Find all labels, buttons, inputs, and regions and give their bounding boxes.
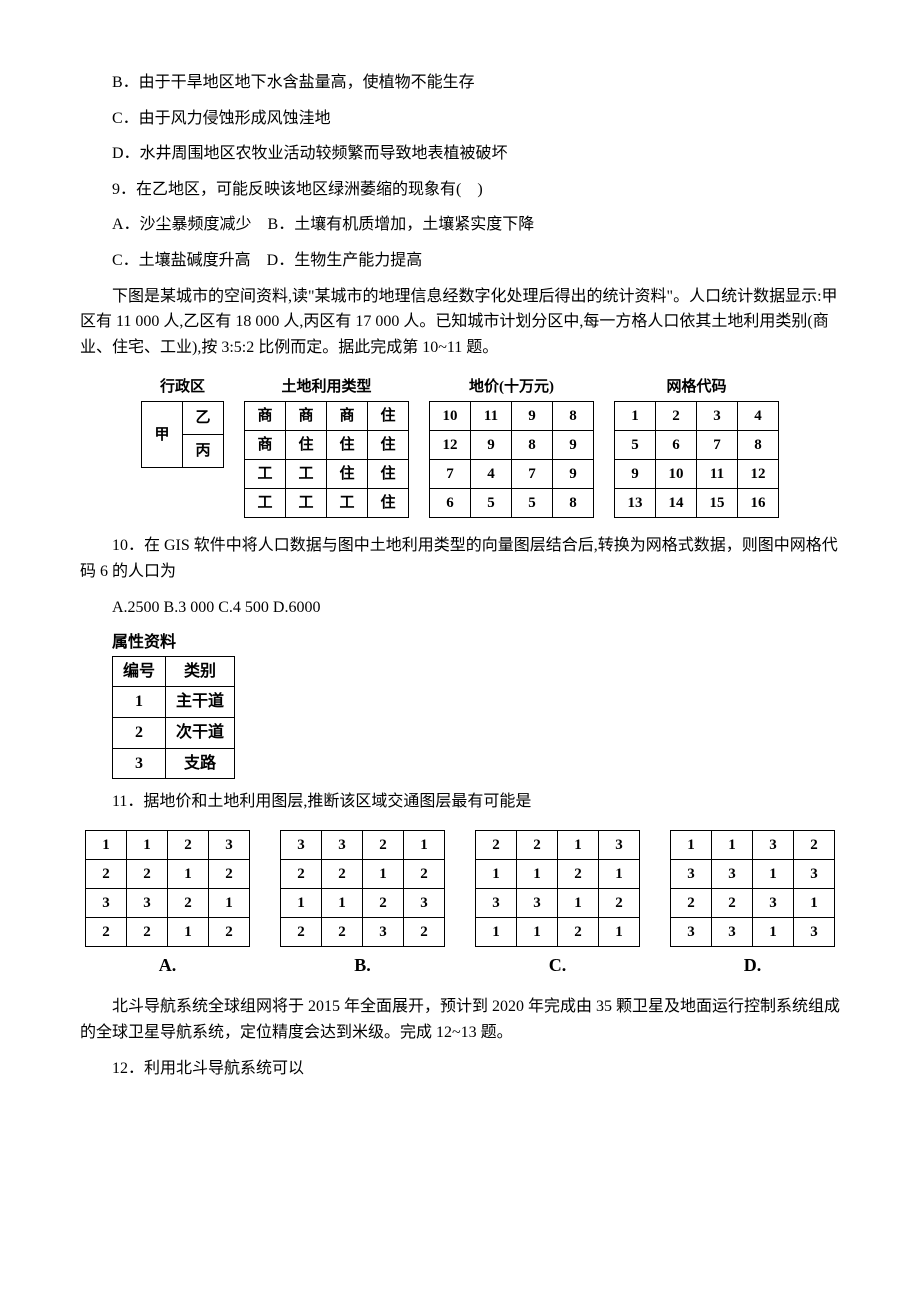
q8-opt-d: D．水井周围地区农牧业活动较频繁而导致地表植被破坏 [80,141,840,167]
opt-D-block: 1132 3313 2231 3313 D. [670,830,835,980]
opt-D-label: D. [744,951,762,980]
price-block: 地价(十万元) 101198 12989 7479 6558 [429,375,594,518]
intro-12-13: 北斗导航系统全球组网将于 2015 年全面展开，预计到 2020 年完成由 35… [80,994,840,1045]
opt-A-table: 1123 2212 3321 2212 [85,830,250,947]
attr-h1: 编号 [113,656,166,687]
opt-B-block: 3321 2212 1123 2232 B. [280,830,445,980]
q8-opt-c: C．由于风力侵蚀形成风蚀洼地 [80,106,840,132]
opt-C-block: 2213 1121 3312 1121 C. [475,830,640,980]
opt-D-table: 1132 3313 2231 3313 [670,830,835,947]
q9-text: 9．在乙地区，可能反映该地区绿洲萎缩的现象有( ) [80,177,840,203]
price-header: 地价(十万元) [469,375,554,399]
opt-B-label: B. [354,951,371,980]
opt-B-table: 3321 2212 1123 2232 [280,830,445,947]
admin-table: 甲 乙 丙 [141,401,224,468]
price-table: 101198 12989 7479 6558 [429,401,594,518]
q10-options: A.2500 B.3 000 C.4 500 D.6000 [80,595,840,621]
admin-block: 行政区 甲 乙 丙 [141,375,224,468]
land-block: 土地利用类型 商商商住 商住住住 工工住住 工工工住 [244,375,409,518]
gridcode-block: 网格代码 1234 5678 9101112 13141516 [614,375,779,518]
admin-bing: 丙 [183,435,224,468]
attr-h2: 类别 [166,656,235,687]
q9-opt-cd: C．土壤盐碱度升高 D．生物生产能力提高 [80,248,840,274]
q9-opt-ab: A．沙尘暴频度减少 B．土壤有机质增加，土壤紧实度下降 [80,212,840,238]
q8-opt-b: B．由于干旱地区地下水含盐量高，使植物不能生存 [80,70,840,96]
gridcode-header: 网格代码 [666,375,726,399]
opt-C-table: 2213 1121 3312 1121 [475,830,640,947]
gridcode-table: 1234 5678 9101112 13141516 [614,401,779,518]
opt-A-block: 1123 2212 3321 2212 A. [85,830,250,980]
q12-text: 12．利用北斗导航系统可以 [80,1056,840,1082]
land-table: 商商商住 商住住住 工工住住 工工工住 [244,401,409,518]
attr-title: 属性资料 [112,630,840,656]
land-header: 土地利用类型 [281,375,371,399]
admin-header: 行政区 [160,375,205,399]
data-tables-row: 行政区 甲 乙 丙 土地利用类型 商商商住 商住住住 工工住住 工工工住 地价(… [80,375,840,518]
q10-text: 10．在 GIS 软件中将人口数据与图中土地利用类型的向量图层结合后,转换为网格… [80,533,840,584]
attr-table: 编号类别 1主干道 2次干道 3支路 [112,656,235,779]
opt-A-label: A. [159,951,177,980]
admin-yi: 乙 [183,402,224,435]
opt-C-label: C. [549,951,567,980]
admin-jia: 甲 [142,402,183,468]
q11-text: 11．据地价和土地利用图层,推断该区域交通图层最有可能是 [80,789,840,815]
q11-options-row: 1123 2212 3321 2212 A. 3321 2212 1123 22… [80,830,840,980]
intro-10-11: 下图是某城市的空间资料,读"某城市的地理信息经数字化处理后得出的统计资料"。人口… [80,284,840,361]
